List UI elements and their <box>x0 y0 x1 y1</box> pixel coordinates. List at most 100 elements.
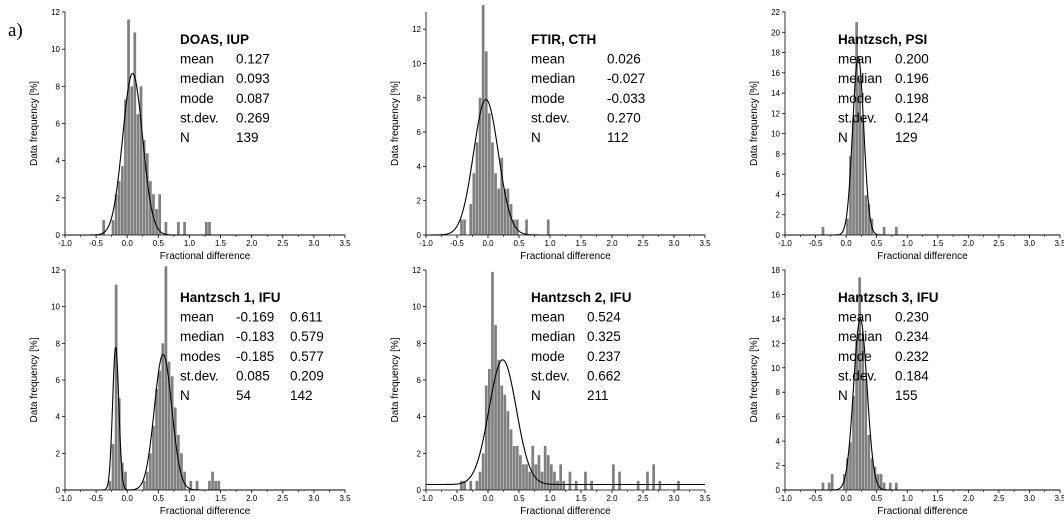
x-axis-label: Fractional difference <box>160 251 251 262</box>
y-tick-label: 8 <box>776 388 781 397</box>
histogram-bar <box>509 204 513 235</box>
histogram-bar <box>114 284 118 490</box>
y-tick-label: 20 <box>771 28 780 37</box>
stat-label: N <box>531 130 541 145</box>
x-tick-label: 1.0 <box>902 239 914 248</box>
x-tick-label: 2.5 <box>637 494 649 503</box>
x-tick-label: 0.5 <box>871 239 883 248</box>
y-tick-label: 8 <box>776 150 781 159</box>
histogram-bar <box>102 220 106 235</box>
x-tick-label: -0.5 <box>450 494 464 503</box>
histogram-bar <box>515 446 519 490</box>
stats-title: Hantzsch 2, IFU <box>531 290 632 305</box>
histogram-bar <box>208 480 211 490</box>
histogram-bar <box>117 398 121 490</box>
histogram-bar <box>546 455 550 490</box>
x-tick-label: -0.5 <box>450 239 464 248</box>
stat-value: -0.185 <box>236 349 274 364</box>
histogram-bar <box>121 166 124 235</box>
x-tick-label: 0.5 <box>153 239 165 248</box>
histogram-bar <box>553 471 556 490</box>
histogram-bar <box>145 153 149 235</box>
histogram-bar <box>478 471 482 490</box>
y-tick-label: 8 <box>417 94 422 103</box>
y-tick-label: 0 <box>56 486 61 495</box>
histogram-bar <box>208 221 211 235</box>
histogram-bar <box>152 425 155 490</box>
histogram-bar <box>152 194 155 235</box>
y-tick-label: 18 <box>771 266 780 275</box>
stat-value: 0.184 <box>895 368 929 383</box>
x-tick-label: 2.0 <box>963 239 975 248</box>
stat-value: 54 <box>236 388 252 403</box>
stat-value: 0.270 <box>607 110 641 125</box>
y-tick-label: 22 <box>771 8 780 17</box>
stat-value: 0.087 <box>236 91 270 106</box>
stat-label: mode <box>531 349 565 364</box>
histogram-bar <box>888 482 892 490</box>
x-tick-label: 1.5 <box>932 239 944 248</box>
chart-panel-2: -1.0 -0.5 0.0 0.5 1.0 1.5 2.0 2.5 3.0 3.5 0 2 4 6 8 10 1… <box>390 5 711 262</box>
y-axis-label: Data frequency [%] <box>390 81 401 166</box>
histogram-bar <box>155 208 158 235</box>
y-tick-label: 6 <box>56 120 61 129</box>
figure-label: a) <box>8 20 23 41</box>
histogram-bar <box>173 407 177 490</box>
chart-panel-1: -1.0 -0.5 0.0 0.5 1.0 1.5 2.0 2.5 3.0 3.5 0 2 4 6 8 10 1… <box>29 8 351 262</box>
x-tick-label: 3.0 <box>308 239 320 248</box>
y-axis-label: Data frequency [%] <box>29 337 40 422</box>
histogram-bar <box>512 446 516 490</box>
x-tick-label: 1.5 <box>215 239 227 248</box>
stat-value: 0.237 <box>587 349 621 364</box>
stat-value: 211 <box>587 388 609 403</box>
stat-value: 139 <box>236 130 259 145</box>
x-tick-label: -1.0 <box>778 494 792 503</box>
x-axis-label: Fractional difference <box>520 251 611 262</box>
stat-value: 0.662 <box>587 368 621 383</box>
histogram-bar <box>127 19 130 236</box>
x-axis-label: Fractional difference <box>520 506 611 517</box>
stat-label: st.dev. <box>531 368 570 383</box>
stat-label: N <box>180 130 190 145</box>
y-tick-label: 6 <box>56 376 61 385</box>
stat-value: 0.200 <box>895 52 929 67</box>
histogram-bar <box>506 411 510 490</box>
histogram-bar <box>830 474 834 490</box>
stat-value: -0.169 <box>236 310 274 325</box>
stat-value: 0.232 <box>895 349 929 364</box>
y-tick-label: 10 <box>771 364 780 373</box>
histogram-bar <box>475 142 479 235</box>
histogram-bar <box>177 221 180 235</box>
histogram-bar <box>858 77 861 235</box>
stat-value-secondary: 0.209 <box>290 368 324 383</box>
stat-value: 0.093 <box>236 71 270 86</box>
histogram-bar <box>861 117 865 235</box>
histogram-bar <box>515 219 519 235</box>
histogram-bar <box>139 86 143 235</box>
stat-value: 0.524 <box>587 310 621 325</box>
x-tick-label: 1.0 <box>544 239 556 248</box>
y-axis-label: Data frequency [%] <box>29 81 40 166</box>
histogram-bar <box>130 86 134 235</box>
histogram-bar <box>217 480 221 490</box>
stat-value: 0.026 <box>607 52 641 67</box>
x-tick-label: 2.5 <box>993 494 1005 503</box>
chart-panel-3: -1.0 -0.5 0.0 0.5 1.0 1.5 2.0 2.5 3.0 3.5 0 2 4 6 8 10 1… <box>749 8 1064 262</box>
x-tick-label: 0.0 <box>482 494 494 503</box>
y-tick-label: 2 <box>776 211 781 220</box>
stat-value-secondary: 0.611 <box>290 310 323 325</box>
y-tick-label: 12 <box>771 339 780 348</box>
x-tick-label: 2.5 <box>637 239 649 248</box>
histogram-bar <box>559 464 562 490</box>
y-tick-label: 12 <box>51 8 60 17</box>
x-tick-label: 0.5 <box>513 239 525 248</box>
histogram-bar <box>821 482 825 490</box>
x-tick-label: 3.5 <box>339 494 351 503</box>
stat-label: mean <box>838 52 872 67</box>
histogram-bar <box>525 219 528 235</box>
stats-title: Hantzsch, PSI <box>838 32 927 47</box>
histogram-bar <box>167 361 171 490</box>
histogram-bar <box>149 453 152 490</box>
chart-panel-5: -1.0 -0.5 0.0 0.5 1.0 1.5 2.0 2.5 3.0 3.5 0 2 4 6 8 10 1… <box>390 266 711 517</box>
x-tick-label: 0.0 <box>841 494 853 503</box>
